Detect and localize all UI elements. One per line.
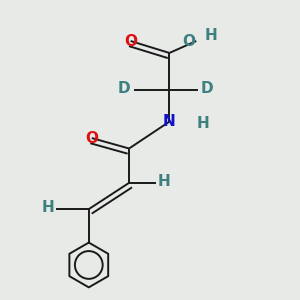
Text: D: D: [118, 81, 130, 96]
Text: H: H: [42, 200, 54, 215]
Text: H: H: [205, 28, 218, 43]
Text: N: N: [163, 114, 176, 129]
Text: H: H: [158, 174, 170, 189]
Text: O: O: [85, 130, 98, 146]
Text: D: D: [201, 81, 213, 96]
Text: O: O: [182, 34, 195, 49]
Text: O: O: [124, 34, 137, 49]
Text: H: H: [196, 116, 209, 130]
